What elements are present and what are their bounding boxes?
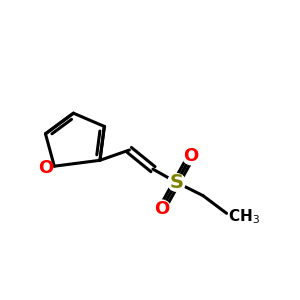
Circle shape <box>168 174 185 191</box>
Text: CH$_3$: CH$_3$ <box>228 207 260 226</box>
Text: S: S <box>169 173 184 192</box>
Text: O: O <box>184 147 199 165</box>
Text: O: O <box>154 200 170 218</box>
Circle shape <box>182 147 200 165</box>
Text: O: O <box>38 159 54 177</box>
Circle shape <box>153 200 171 218</box>
